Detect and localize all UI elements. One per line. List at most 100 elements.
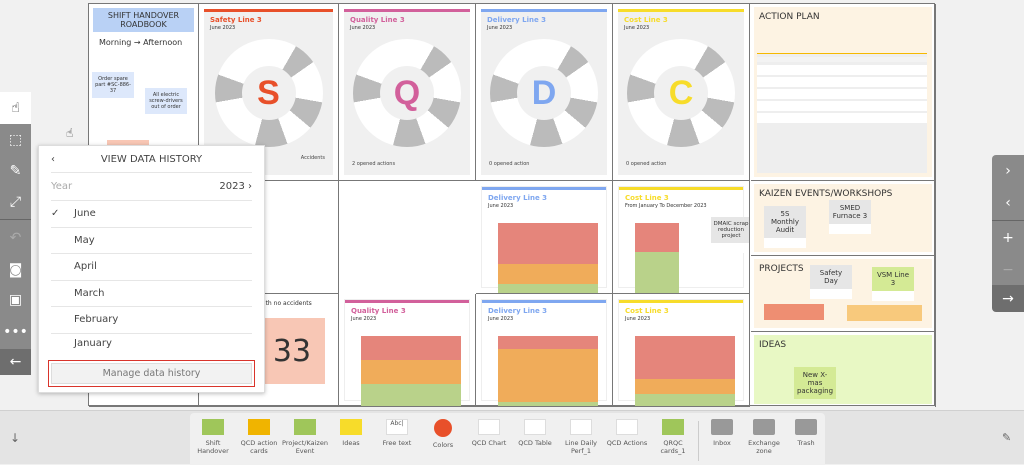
tray-item[interactable]: QCD action cards: [236, 419, 282, 455]
chart-plot[interactable]: [498, 223, 598, 293]
roadbook-note[interactable]: All electric screw-drivers out of order: [145, 88, 187, 122]
qcd-wheel[interactable]: D: [490, 39, 598, 147]
qcd-chart-card[interactable]: Delivery Line 3 June 2023: [476, 181, 613, 294]
next-button[interactable]: ›: [992, 155, 1024, 186]
section-title: KAIZEN EVENTS/WORKSHOPS: [759, 189, 893, 199]
tray-item[interactable]: QRQC cards_1: [650, 419, 696, 455]
zoom-out-button[interactable]: −: [992, 255, 1024, 285]
arrow-down-icon[interactable]: ↓: [10, 431, 21, 445]
data-history-button[interactable]: ◙: [0, 255, 31, 285]
qcd-wheel[interactable]: Q: [353, 39, 461, 147]
manage-data-history-button[interactable]: Manage data history: [51, 363, 252, 384]
qcd-chart-card[interactable]: Cost Line 3 From January To December 202…: [613, 181, 750, 294]
tray-label: Inbox: [713, 439, 731, 447]
pen-tool[interactable]: ✎: [0, 156, 31, 185]
action-card-icon: [248, 419, 270, 435]
project-icon: [294, 419, 316, 435]
free-text-icon: Abc|: [386, 419, 408, 435]
chart-note[interactable]: DMAIC scrap reduction project: [711, 217, 749, 253]
tray-item[interactable]: Colors: [420, 419, 466, 449]
tray-item[interactable]: Trash: [786, 419, 826, 447]
presentation-button[interactable]: ▣: [0, 285, 31, 315]
tray-item[interactable]: Inbox: [702, 419, 742, 447]
back-chevron-icon[interactable]: ‹: [51, 153, 55, 165]
more-button[interactable]: •••: [0, 315, 31, 349]
tray-item[interactable]: QCD Table: [512, 419, 558, 447]
kaizen-note[interactable]: SMED Furnace 3: [829, 200, 871, 234]
wheel-letter: S: [241, 66, 296, 120]
chart-plot[interactable]: [635, 223, 679, 293]
chart-title: Quality Line 3: [351, 307, 406, 315]
month-label: June: [74, 208, 96, 220]
month-item[interactable]: February: [51, 307, 252, 334]
tray-item[interactable]: Abc| Free text: [374, 419, 420, 447]
tray-item[interactable]: Ideas: [328, 419, 374, 447]
collapse-button[interactable]: ←: [0, 349, 31, 375]
chart-band: [498, 284, 598, 293]
qcd-wheel-card[interactable]: Quality Line 3 June 2023 Q 2 opened acti…: [339, 4, 476, 181]
project-card[interactable]: [764, 304, 824, 320]
more-icon: •••: [3, 324, 28, 340]
tray-item[interactable]: Shift Handover: [190, 419, 236, 455]
wheel-footer: 0 opened action: [489, 161, 530, 167]
project-card[interactable]: [847, 305, 922, 321]
tray-label: Project/Kaizen Event: [282, 439, 328, 455]
tray-item[interactable]: Project/Kaizen Event: [282, 419, 328, 455]
tray-item[interactable]: QCD Actions: [604, 419, 650, 447]
chart-band: [635, 379, 735, 394]
chart-plot[interactable]: [635, 336, 735, 406]
pointer-tool[interactable]: ☝: [0, 92, 31, 124]
month-item[interactable]: March: [51, 281, 252, 307]
chart-band: [361, 336, 461, 360]
tray-label: Trash: [797, 439, 815, 447]
tray-label: Free text: [382, 439, 412, 447]
wheel-letter: Q: [380, 66, 434, 120]
chart-band: [361, 383, 461, 406]
kaizen-note[interactable]: 5S Monthly Audit: [764, 206, 806, 248]
month-item[interactable]: April: [51, 254, 252, 281]
chart-plot[interactable]: [361, 336, 461, 406]
qcd-chart-card[interactable]: Delivery Line 3 June 2023: [476, 294, 613, 407]
qcd-chart-card[interactable]: Quality Line 3 June 2023: [339, 294, 476, 407]
shift-label[interactable]: Morning → Afternoon: [99, 38, 183, 47]
expand-button[interactable]: →: [992, 285, 1024, 312]
previous-button[interactable]: ‹: [992, 186, 1024, 221]
wheel-date: June 2023: [487, 25, 513, 31]
tray-label: QCD Actions: [606, 439, 648, 447]
wheel-date: June 2023: [350, 25, 376, 31]
month-item[interactable]: January: [51, 334, 252, 354]
chart-subtitle: June 2023: [488, 316, 514, 322]
select-tool[interactable]: ⬚: [0, 124, 31, 156]
safety-counter-cell: with no accidents 33: [199, 294, 339, 407]
tray-item[interactable]: QCD Chart: [466, 419, 512, 447]
action-list[interactable]: [757, 53, 927, 173]
project-note[interactable]: Safety Day: [810, 265, 852, 299]
idea-note[interactable]: New X-mas packaging: [794, 367, 836, 399]
tray-item[interactable]: Exchange zone: [744, 419, 784, 455]
chevron-right-icon[interactable]: ›: [248, 181, 252, 192]
qcd-wheel[interactable]: C: [627, 39, 735, 147]
year-selector[interactable]: Year 2023 ›: [51, 173, 252, 201]
history-icon: ◙: [8, 262, 23, 278]
qcd-chart-card[interactable]: Cost Line 3 June 2023: [613, 294, 750, 407]
tray-item[interactable]: Line Daily Perf_1: [558, 419, 604, 455]
qcd-wheel-card[interactable]: Delivery Line 3 June 2023 D 0 opened act…: [476, 4, 613, 181]
roadbook-note[interactable]: Order spare part #SC-886-37: [92, 72, 134, 104]
undo-button[interactable]: ↶: [0, 220, 31, 255]
chart-plot[interactable]: [498, 336, 598, 406]
qcd-wheel-card[interactable]: Cost Line 3 June 2023 C 0 opened action: [613, 4, 750, 181]
month-item[interactable]: May: [51, 228, 252, 254]
project-note[interactable]: VSM Line 3: [872, 267, 914, 301]
line-perf-icon: [570, 419, 592, 435]
pencil-icon[interactable]: ✎: [1002, 431, 1012, 444]
chart-band: [498, 336, 598, 349]
month-item[interactable]: ✓ June: [51, 201, 252, 228]
projects-section: PROJECTS Safety Day VSM Line 3: [751, 256, 936, 332]
zoom-in-button[interactable]: +: [992, 221, 1024, 255]
popup-title: VIEW DATA HISTORY: [100, 153, 203, 165]
qcd-wheel-card[interactable]: Safety Line 3 June 2023 S Accidents: [199, 4, 339, 181]
board: SHIFT HANDOVER ROADBOOK Morning → Aftern…: [88, 3, 936, 407]
qcd-wheel[interactable]: S: [214, 39, 323, 147]
chevron-right-icon: ›: [1005, 162, 1011, 179]
connector-tool[interactable]: ⤢: [0, 185, 31, 220]
